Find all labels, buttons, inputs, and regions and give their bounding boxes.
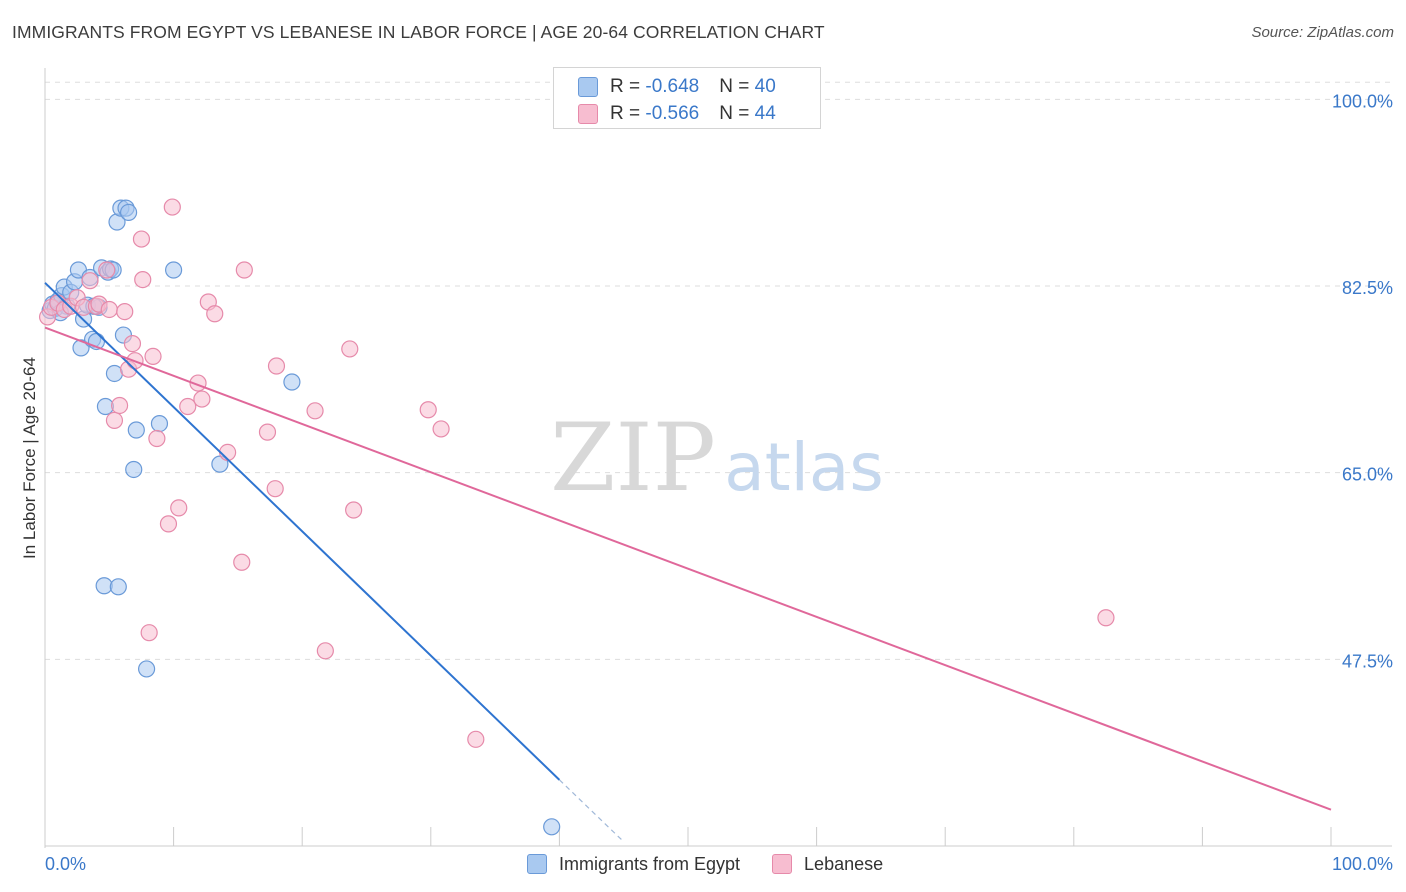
egypt-point	[95, 577, 113, 595]
lebanese-point	[233, 553, 251, 571]
egypt-r-value: -0.648	[645, 76, 700, 97]
legend-item-egypt[interactable]: Immigrants from Egypt	[527, 854, 740, 875]
stats-legend-row-lebanese: R = -0.566 N = 44	[578, 102, 776, 126]
lebanese-point	[235, 261, 253, 279]
lebanese-point	[163, 198, 181, 216]
watermark: ZIP atlas	[550, 404, 884, 513]
lebanese-point	[419, 401, 437, 419]
egypt-point	[137, 660, 156, 678]
lebanese-point	[345, 501, 363, 519]
stats-legend-row-egypt: R = -0.648 N = 40	[578, 75, 776, 99]
tick-label-layer: 47.5% 65.0% 82.5% 100.0% 0.0% 100.0%	[45, 91, 1393, 874]
legend-lebanese-label: Lebanese	[804, 853, 884, 874]
lebanese-point	[1097, 609, 1115, 627]
egypt-swatch	[578, 77, 598, 97]
lebanese-point	[266, 480, 284, 498]
lebanese-point	[159, 515, 178, 533]
stats-legend: R = -0.648 N = 40 R = -0.566 N = 44	[553, 67, 821, 129]
trend-layer	[44, 282, 1332, 843]
egypt-point	[125, 460, 143, 479]
lebanese-point	[148, 429, 166, 448]
egypt-r-label: R =	[610, 76, 646, 97]
lebanese-point	[134, 271, 152, 289]
lebanese-point	[110, 396, 129, 415]
lebanese-point	[341, 340, 359, 358]
egypt-trend-line	[44, 282, 561, 781]
egypt-point	[127, 421, 145, 439]
lebanese-point	[144, 347, 162, 365]
lebanese-point	[116, 303, 134, 321]
lebanese-point	[105, 411, 124, 429]
lebanese-point	[132, 230, 151, 248]
lebanese-r-label: R =	[610, 103, 646, 124]
x-tick-label-min: 0.0%	[45, 854, 86, 874]
axis-layer	[44, 68, 1392, 848]
egypt-point	[283, 373, 301, 391]
lebanese-point	[316, 642, 334, 660]
lebanese-swatch	[578, 104, 598, 124]
lebanese-point	[170, 499, 188, 517]
watermark-atlas: atlas	[724, 429, 884, 506]
chart-source: Source: ZipAtlas.com	[1251, 24, 1394, 41]
lebanese-point	[100, 300, 118, 319]
x-tick-label-max: 100.0%	[1332, 854, 1393, 874]
lebanese-point	[123, 335, 142, 353]
egypt-point	[150, 415, 169, 433]
lebanese-point	[140, 624, 158, 642]
legend-egypt-swatch	[527, 854, 547, 874]
watermark-zip: ZIP	[550, 404, 716, 513]
y-tick-label: 82.5%	[1342, 278, 1393, 298]
egypt-point	[109, 578, 127, 596]
legend-egypt-label: Immigrants from Egypt	[559, 853, 741, 874]
egypt-n-value: 40	[754, 76, 776, 97]
lebanese-r-value: -0.566	[645, 103, 700, 124]
lebanese-point	[193, 390, 211, 408]
legend-lebanese-swatch	[772, 854, 793, 874]
lebanese-trend-line	[44, 326, 1332, 811]
lebanese-point	[179, 397, 197, 416]
egypt-point	[119, 203, 138, 221]
lebanese-point	[306, 402, 324, 420]
egypt-point	[165, 261, 183, 279]
grid-layer	[45, 81, 1392, 660]
legend-item-lebanese[interactable]: Lebanese	[772, 854, 883, 875]
lebanese-n-label: N =	[719, 103, 755, 124]
lebanese-point	[81, 272, 99, 290]
points-layer	[38, 198, 1115, 836]
egypt-point	[543, 818, 561, 836]
egypt-trend-extension	[558, 779, 625, 843]
lebanese-point	[432, 420, 450, 438]
egypt-n-label: N =	[719, 76, 755, 97]
chart-title: IMMIGRANTS FROM EGYPT VS LEBANESE IN LAB…	[12, 22, 825, 42]
y-tick-label: 100.0%	[1332, 91, 1393, 111]
y-tick-label: 65.0%	[1342, 465, 1393, 485]
series-legend: Immigrants from Egypt Lebanese	[527, 851, 915, 877]
lebanese-n-value: 44	[754, 103, 776, 124]
egypt-point	[72, 339, 90, 357]
y-tick-label: 47.5%	[1342, 651, 1393, 671]
lebanese-point	[206, 305, 224, 323]
lebanese-point	[258, 423, 277, 441]
lebanese-point	[98, 261, 116, 279]
y-axis-title: In Labor Force | Age 20-64	[20, 357, 39, 559]
egypt-point	[105, 364, 124, 383]
egypt-point	[96, 397, 115, 416]
lebanese-point	[467, 730, 485, 748]
lebanese-point	[267, 357, 286, 375]
